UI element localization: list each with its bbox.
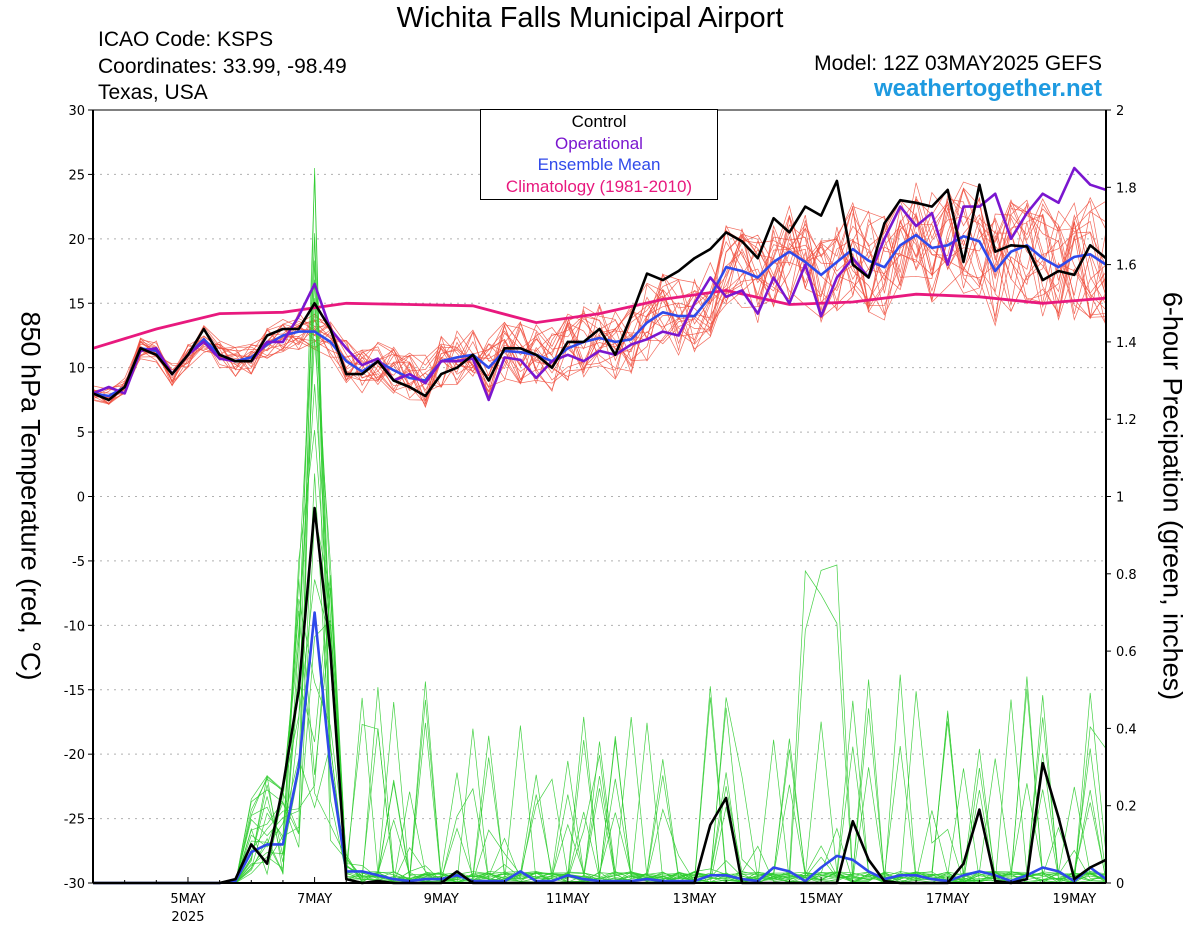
legend-control: Control xyxy=(571,112,627,131)
precip-member-line xyxy=(93,514,1107,884)
precip-member-line xyxy=(93,298,1107,884)
precip-member-line xyxy=(93,610,1107,884)
x-tick-sublabel: 2025 xyxy=(171,910,204,925)
y-left-tick-label: 5 xyxy=(77,426,85,441)
temp-member-line xyxy=(92,202,1107,402)
climatology-line xyxy=(92,288,1107,350)
grid-layer xyxy=(93,173,1106,820)
precip-control-line xyxy=(93,506,1107,885)
y-right-tick-label: 2 xyxy=(1116,104,1124,119)
x-tick-label: 19MAY xyxy=(1053,892,1097,907)
y-left-tick-label: 0 xyxy=(77,491,85,506)
y-left-tick-label: -25 xyxy=(64,813,85,828)
x-tick-label: 7MAY xyxy=(297,892,332,907)
y-left-tick-label: 10 xyxy=(68,362,85,377)
y-right-tick-label: 0.8 xyxy=(1116,568,1137,583)
y-left-tick-label: -15 xyxy=(64,684,85,699)
ensemble-members-layer xyxy=(92,167,1107,884)
x-tick-label: 17MAY xyxy=(926,892,970,907)
x-tick-label: 11MAY xyxy=(546,892,590,907)
temp-ensemble-mean-line xyxy=(92,233,1107,398)
temp-member-line xyxy=(92,199,1107,404)
precip-member-line xyxy=(93,578,1107,884)
temp-control-line xyxy=(92,179,1107,402)
region: Texas, USA xyxy=(98,81,208,104)
y-right-tick-label: 0 xyxy=(1116,877,1124,892)
y-left-tick-label: 30 xyxy=(68,104,85,119)
y-right-tick-label: 1.8 xyxy=(1116,181,1137,196)
chart-title: Wichita Falls Municipal Airport xyxy=(396,2,784,34)
y-right-tick-label: 0.6 xyxy=(1116,645,1137,660)
chart-legend: Control Operational Ensemble Mean Climat… xyxy=(480,109,718,200)
temp-member-line xyxy=(92,199,1107,409)
y-right-tick-label: 1 xyxy=(1116,491,1124,506)
axes-layer: 302520151050-5-10-15-20-25-3021.81.61.41… xyxy=(64,104,1137,925)
legend-operational: Operational xyxy=(555,133,643,153)
precip-member-line xyxy=(93,429,1107,884)
model-run: Model: 12Z 03MAY2025 GEFS xyxy=(814,52,1102,75)
y-left-tick-label: -20 xyxy=(64,748,85,763)
y-right-tick-label: 1.2 xyxy=(1116,413,1137,428)
precip-member-line xyxy=(93,692,1107,884)
site-link[interactable]: weathertogether.net xyxy=(873,75,1102,102)
temp-member-line xyxy=(92,195,1107,402)
x-tick-label: 9MAY xyxy=(424,892,459,907)
y-right-tick-label: 1.6 xyxy=(1116,259,1137,274)
legend-ensemble-mean: Ensemble Mean xyxy=(537,155,661,174)
y-left-tick-label: 20 xyxy=(68,233,85,248)
y-right-tick-label: 1.4 xyxy=(1116,336,1137,351)
precip-member-line xyxy=(93,338,1107,884)
legend-climatology: Climatology (1981-2010) xyxy=(505,176,693,196)
x-tick-label: 5MAY xyxy=(170,892,205,907)
x-tick-label: 15MAY xyxy=(799,892,843,907)
temp-operational-line xyxy=(92,166,1107,402)
y-left-tick-label: -10 xyxy=(64,619,85,634)
icao-code: ICAO Code: KSPS xyxy=(98,28,274,51)
x-tick-label: 13MAY xyxy=(673,892,717,907)
coordinates: Coordinates: 33.99, -98.49 xyxy=(98,55,347,78)
y-right-tick-label: 0.4 xyxy=(1116,722,1137,737)
precip-member-line xyxy=(93,384,1107,884)
y-left-tick-label: 25 xyxy=(68,168,85,183)
y-left-tick-label: -30 xyxy=(64,877,85,892)
y-left-tick-label: 15 xyxy=(68,297,85,312)
y-left-tick-label: -5 xyxy=(72,555,85,570)
y-right-tick-label: 0.2 xyxy=(1116,800,1137,815)
precip-member-line xyxy=(93,473,1107,884)
precip-member-line xyxy=(93,575,1107,884)
